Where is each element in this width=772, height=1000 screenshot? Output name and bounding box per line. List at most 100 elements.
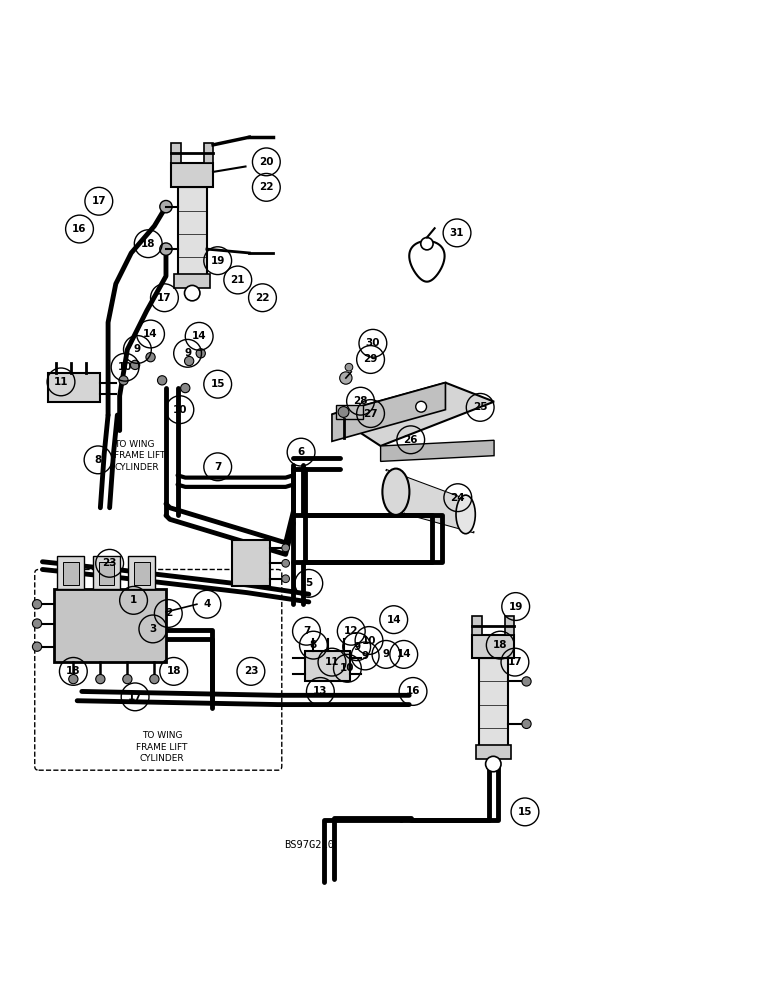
Bar (171, 143, 181, 163)
Text: 14: 14 (192, 331, 206, 341)
Polygon shape (332, 383, 445, 441)
Circle shape (181, 383, 190, 393)
Circle shape (338, 407, 349, 417)
Text: 14: 14 (387, 615, 401, 625)
Circle shape (123, 674, 132, 684)
Text: 17: 17 (128, 692, 142, 702)
Circle shape (522, 719, 531, 729)
Circle shape (96, 674, 105, 684)
Text: 11: 11 (325, 657, 339, 667)
Text: TO WING
FRAME LIFT
CYLINDER: TO WING FRAME LIFT CYLINDER (137, 731, 188, 763)
Circle shape (340, 372, 352, 384)
Text: 27: 27 (364, 409, 378, 419)
Circle shape (69, 674, 78, 684)
Text: 6: 6 (297, 447, 305, 457)
Text: 22: 22 (256, 293, 269, 303)
Text: 17: 17 (92, 196, 106, 206)
Circle shape (415, 401, 426, 412)
Circle shape (185, 356, 194, 366)
Circle shape (185, 285, 200, 301)
Text: 18: 18 (66, 666, 80, 676)
Text: 8: 8 (310, 640, 317, 650)
Circle shape (522, 677, 531, 686)
Text: BS97G210: BS97G210 (284, 840, 334, 850)
Text: 3: 3 (149, 624, 157, 634)
Circle shape (160, 200, 172, 213)
Circle shape (282, 575, 290, 583)
Circle shape (282, 544, 290, 552)
Ellipse shape (382, 469, 409, 515)
Ellipse shape (456, 495, 476, 534)
Circle shape (160, 243, 172, 255)
Text: 15: 15 (211, 379, 225, 389)
Text: 14: 14 (144, 329, 157, 339)
Text: 31: 31 (450, 228, 464, 238)
Text: 18: 18 (167, 666, 181, 676)
Text: 9: 9 (382, 649, 390, 659)
Text: 9: 9 (134, 344, 141, 354)
FancyBboxPatch shape (479, 658, 508, 747)
Circle shape (196, 349, 205, 358)
FancyBboxPatch shape (178, 187, 207, 276)
Text: 22: 22 (259, 182, 273, 192)
Bar (476, 745, 511, 759)
Text: 10: 10 (118, 362, 132, 372)
Circle shape (32, 619, 42, 628)
Text: 19: 19 (211, 256, 225, 266)
Text: 18: 18 (493, 640, 507, 650)
Circle shape (130, 360, 140, 370)
Bar (505, 616, 514, 635)
Text: 26: 26 (404, 435, 418, 445)
FancyBboxPatch shape (63, 562, 79, 585)
Text: 16: 16 (406, 686, 420, 696)
Text: 7: 7 (214, 462, 222, 472)
Text: 29: 29 (364, 354, 378, 364)
Text: 4: 4 (203, 599, 211, 609)
Text: 21: 21 (231, 275, 245, 285)
Polygon shape (409, 241, 445, 282)
FancyBboxPatch shape (472, 635, 514, 658)
Circle shape (421, 238, 433, 250)
Bar (472, 616, 482, 635)
Polygon shape (387, 470, 473, 532)
Text: 24: 24 (451, 493, 465, 503)
Circle shape (119, 376, 128, 385)
FancyBboxPatch shape (54, 589, 166, 662)
Polygon shape (332, 383, 494, 446)
Circle shape (345, 363, 353, 371)
Bar (204, 143, 213, 163)
Text: 10: 10 (340, 663, 354, 673)
FancyBboxPatch shape (57, 556, 84, 589)
Text: 14: 14 (397, 649, 411, 659)
Text: 9: 9 (353, 642, 361, 652)
FancyBboxPatch shape (232, 540, 270, 586)
Text: 17: 17 (508, 657, 522, 667)
Text: 8: 8 (94, 455, 102, 465)
Text: 7: 7 (303, 626, 310, 636)
Text: 25: 25 (473, 402, 487, 412)
Text: 30: 30 (366, 338, 380, 348)
Text: 9: 9 (184, 348, 191, 358)
FancyBboxPatch shape (128, 556, 155, 589)
Text: 18: 18 (141, 239, 155, 249)
Bar (174, 274, 210, 288)
Text: 5: 5 (305, 578, 313, 588)
Circle shape (157, 376, 167, 385)
Text: 9: 9 (361, 651, 369, 661)
Text: 15: 15 (518, 807, 532, 817)
Bar (336, 405, 363, 419)
Text: 23: 23 (244, 666, 258, 676)
FancyBboxPatch shape (99, 562, 114, 585)
Circle shape (32, 642, 42, 651)
Text: 20: 20 (259, 157, 273, 167)
Text: 28: 28 (354, 396, 367, 406)
Text: 1: 1 (130, 595, 137, 605)
Text: 19: 19 (509, 602, 523, 612)
FancyBboxPatch shape (134, 562, 150, 585)
FancyBboxPatch shape (305, 651, 350, 681)
Circle shape (486, 756, 501, 772)
Text: 10: 10 (362, 636, 376, 646)
FancyBboxPatch shape (93, 556, 120, 589)
FancyBboxPatch shape (48, 373, 100, 402)
Polygon shape (381, 440, 494, 461)
